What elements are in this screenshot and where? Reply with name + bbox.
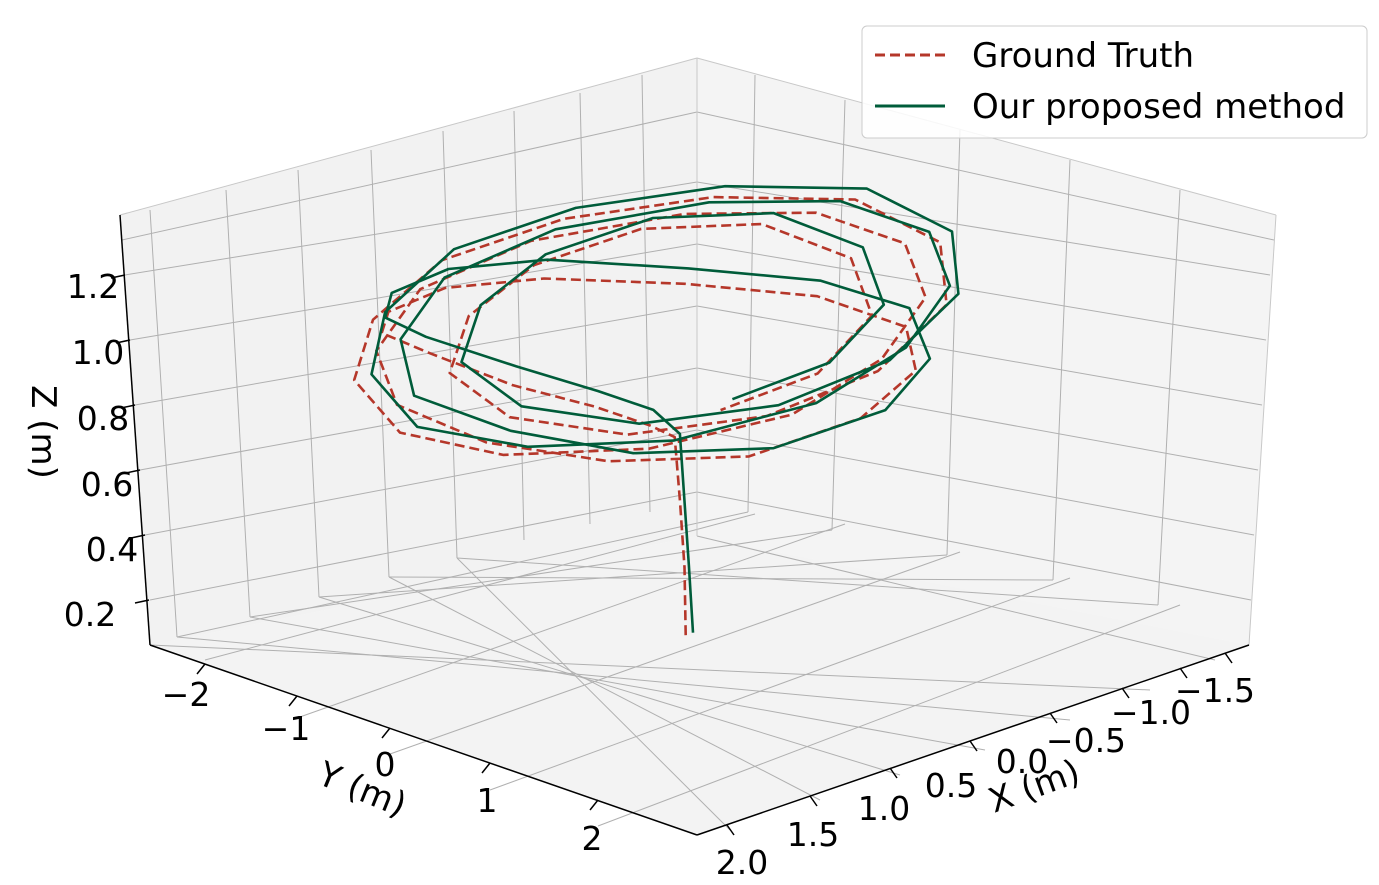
z-tick-label: 0.6 [81, 465, 133, 504]
x-tick-label: 1.5 [787, 815, 839, 854]
z-axis-line [119, 214, 151, 646]
x-axis-line [696, 644, 1250, 836]
x-tick-label: 2.0 [716, 843, 768, 882]
series-line-proposed-method [370, 184, 960, 633]
z-tick-label: 0.4 [86, 530, 138, 569]
z-tick-label: 1.0 [72, 333, 124, 372]
tick-marks [110, 274, 1233, 836]
legend-label-proposed-method: Our proposed method [972, 87, 1345, 127]
series-layer [352, 184, 960, 636]
y-tick-label: −2 [162, 675, 211, 714]
z-tick-label: 1.2 [67, 267, 119, 306]
z-axis-label: Z (m) [23, 385, 63, 479]
grid-lines [121, 74, 1275, 831]
legend-label-ground-truth: Ground Truth [972, 36, 1194, 76]
y-axis-label: Y (m) [311, 754, 412, 826]
z-tick-label: 0.2 [64, 595, 116, 634]
x-tick-label: 1.0 [858, 789, 910, 828]
y-axis-line [149, 644, 698, 836]
pane-back-left [120, 58, 697, 645]
x-tick-label: −0.5 [1046, 721, 1126, 760]
legend: Ground Truth Our proposed method [861, 25, 1368, 139]
legend-box [861, 25, 1368, 139]
axis-lines [119, 214, 1250, 836]
y-tick-label: 1 [477, 781, 498, 820]
y-tick-label: −1 [262, 709, 311, 748]
y-tick-label: 0 [375, 745, 396, 784]
y-tick-label: 2 [582, 819, 603, 858]
series-line-ground-truth [352, 195, 948, 636]
x-tick-label: 0.5 [925, 766, 977, 805]
z-tick-label: 0.8 [77, 399, 129, 438]
x-tick-label: −1.5 [1175, 671, 1255, 710]
x-tick-label: −1.0 [1111, 693, 1191, 732]
x-tick-label: 0.0 [996, 742, 1048, 781]
